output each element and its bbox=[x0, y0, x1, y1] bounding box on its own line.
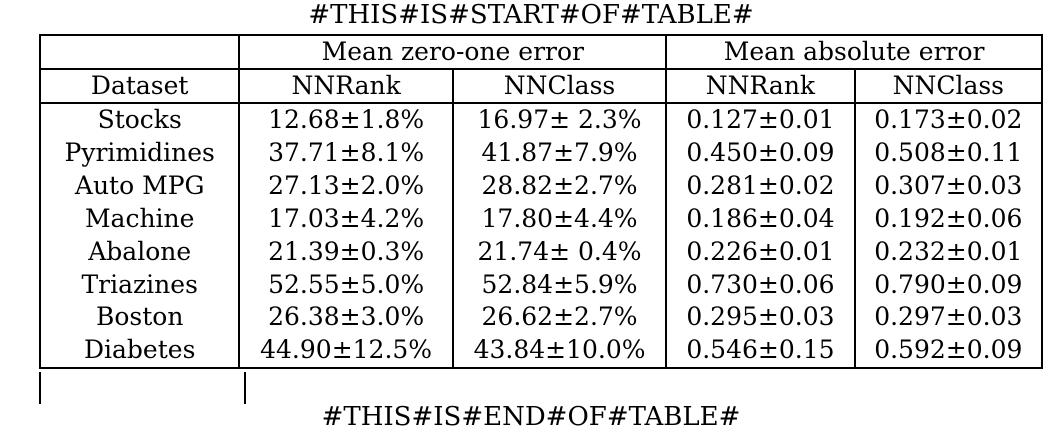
dataset-cell: Diabetes bbox=[38, 334, 241, 370]
value-cell: 0.730±0.06 bbox=[665, 268, 856, 302]
value-cell: 0.192±0.06 bbox=[853, 202, 1044, 236]
value-cell: 0.307±0.03 bbox=[853, 169, 1044, 203]
dataset-cell: Abalone bbox=[38, 235, 241, 269]
value-cell: 0.297±0.03 bbox=[853, 301, 1044, 335]
group-header-zero-one-error: Mean zero-one error bbox=[238, 34, 668, 69]
value-cell: 17.03±4.2% bbox=[238, 202, 454, 236]
group-header-row: Mean zero-one error Mean absolute error bbox=[38, 34, 1043, 69]
table-row: Auto MPG 27.13±2.0% 28.82±2.7% 0.281±0.0… bbox=[38, 169, 1044, 203]
table-row: Boston 26.38±3.0% 26.62±2.7% 0.295±0.03 … bbox=[38, 301, 1044, 335]
value-cell: 26.62±2.7% bbox=[451, 301, 668, 335]
column-header-nnclass-zero-one: NNClass bbox=[451, 68, 668, 104]
column-header-nnclass-absolute: NNClass bbox=[853, 68, 1044, 104]
dataset-cell: Machine bbox=[38, 202, 241, 236]
value-cell: 52.55±5.0% bbox=[238, 268, 454, 302]
dataset-cell: Boston bbox=[38, 301, 241, 335]
group-header-absolute-error: Mean absolute error bbox=[665, 34, 1043, 69]
value-cell: 43.84±10.0% bbox=[451, 334, 668, 370]
column-header-row: Dataset NNRank NNClass NNRank NNClass bbox=[38, 68, 1044, 104]
table-start-marker: #THIS#IS#START#OF#TABLE# bbox=[308, 0, 754, 30]
value-cell: 0.232±0.01 bbox=[853, 235, 1044, 269]
value-cell: 27.13±2.0% bbox=[238, 169, 454, 203]
value-cell: 0.186±0.04 bbox=[665, 202, 856, 236]
value-cell: 0.173±0.02 bbox=[853, 103, 1044, 137]
value-cell: 0.226±0.01 bbox=[665, 235, 856, 269]
value-cell: 26.38±3.0% bbox=[238, 301, 454, 335]
column-header-nnrank-zero-one: NNRank bbox=[238, 68, 454, 104]
trailing-empty-cell bbox=[39, 372, 246, 404]
dataset-cell: Triazines bbox=[38, 268, 241, 302]
dataset-cell: Auto MPG bbox=[38, 169, 241, 203]
value-cell: 0.592±0.09 bbox=[853, 334, 1044, 370]
table-row: Stocks 12.68±1.8% 16.97± 2.3% 0.127±0.01… bbox=[38, 103, 1044, 137]
table-end-marker: #THIS#IS#END#OF#TABLE# bbox=[321, 402, 741, 432]
value-cell: 17.80±4.4% bbox=[451, 202, 668, 236]
value-cell: 0.295±0.03 bbox=[665, 301, 856, 335]
table-row: Triazines 52.55±5.0% 52.84±5.9% 0.730±0.… bbox=[38, 268, 1044, 302]
value-cell: 44.90±12.5% bbox=[238, 334, 454, 370]
table-row: Machine 17.03±4.2% 17.80±4.4% 0.186±0.04… bbox=[38, 202, 1044, 236]
value-cell: 21.39±0.3% bbox=[238, 235, 454, 269]
group-header-blank bbox=[38, 34, 241, 69]
table-row: Abalone 21.39±0.3% 21.74± 0.4% 0.226±0.0… bbox=[38, 235, 1044, 269]
column-header-dataset: Dataset bbox=[38, 68, 241, 104]
value-cell: 12.68±1.8% bbox=[238, 103, 454, 137]
value-cell: 0.790±0.09 bbox=[853, 268, 1044, 302]
value-cell: 16.97± 2.3% bbox=[451, 103, 668, 137]
value-cell: 0.508±0.11 bbox=[853, 136, 1044, 170]
value-cell: 0.127±0.01 bbox=[665, 103, 856, 137]
results-table: Mean zero-one error Mean absolute error … bbox=[38, 34, 1044, 370]
dataset-cell: Pyrimidines bbox=[38, 136, 241, 170]
value-cell: 41.87±7.9% bbox=[451, 136, 668, 170]
value-cell: 0.546±0.15 bbox=[665, 334, 856, 370]
value-cell: 0.281±0.02 bbox=[665, 169, 856, 203]
value-cell: 52.84±5.9% bbox=[451, 268, 668, 302]
column-header-nnrank-absolute: NNRank bbox=[665, 68, 856, 104]
table-row: Diabetes 44.90±12.5% 43.84±10.0% 0.546±0… bbox=[38, 334, 1044, 370]
value-cell: 0.450±0.09 bbox=[665, 136, 856, 170]
value-cell: 28.82±2.7% bbox=[451, 169, 668, 203]
table-row: Pyrimidines 37.71±8.1% 41.87±7.9% 0.450±… bbox=[38, 136, 1044, 170]
value-cell: 37.71±8.1% bbox=[238, 136, 454, 170]
dataset-cell: Stocks bbox=[38, 103, 241, 137]
value-cell: 21.74± 0.4% bbox=[451, 235, 668, 269]
